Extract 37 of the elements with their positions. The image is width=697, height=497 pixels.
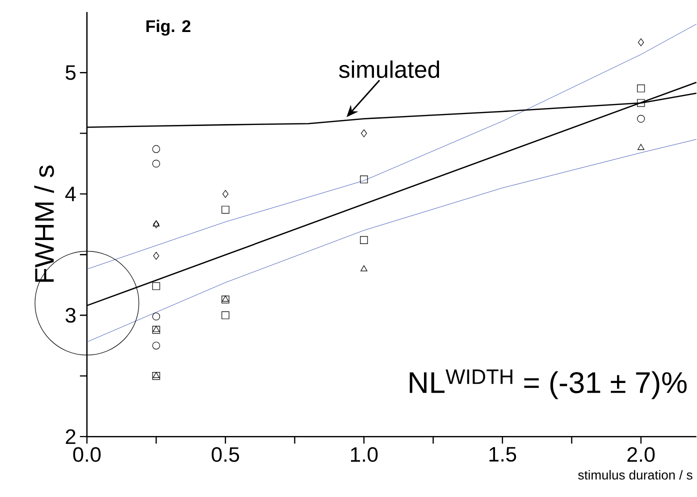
point <box>153 252 160 260</box>
point <box>222 312 230 320</box>
x-tick-label: 2.0 <box>627 447 655 462</box>
point <box>152 342 160 350</box>
annotation: NL$^{WIDTH}$ = (-31 ± 7)% <box>410 370 687 400</box>
chart-title: Fig. 2 <box>146 20 190 36</box>
y-axis-title: FWHM / s <box>34 166 54 282</box>
point <box>222 296 230 304</box>
x-tick-label: 0.5 <box>212 447 240 462</box>
point <box>637 84 645 93</box>
y-tick-label: 2 <box>66 430 76 444</box>
point <box>360 266 368 272</box>
line-series <box>86 139 697 342</box>
point <box>152 372 160 380</box>
y-tick-label: 5 <box>66 66 76 80</box>
point <box>222 296 229 302</box>
point <box>360 176 368 184</box>
point <box>152 282 160 290</box>
point <box>638 144 644 150</box>
point <box>152 372 160 378</box>
y-tick-label: 4 <box>65 187 76 202</box>
point <box>222 190 228 198</box>
point <box>360 236 368 244</box>
point <box>152 145 160 154</box>
y-tick-label: 3 <box>66 308 76 323</box>
x-tick-label: 0.0 <box>73 447 101 462</box>
point <box>360 130 367 138</box>
point <box>222 206 230 214</box>
x-tick-label: 1.5 <box>490 447 516 462</box>
x-axis-title: stimulus duration / s <box>578 470 692 480</box>
point <box>152 312 160 321</box>
point <box>152 160 160 168</box>
point <box>637 115 645 123</box>
x-tick-label: 1.0 <box>351 447 378 462</box>
annotation: simulated <box>339 60 440 78</box>
point <box>638 38 644 46</box>
point <box>637 99 645 108</box>
